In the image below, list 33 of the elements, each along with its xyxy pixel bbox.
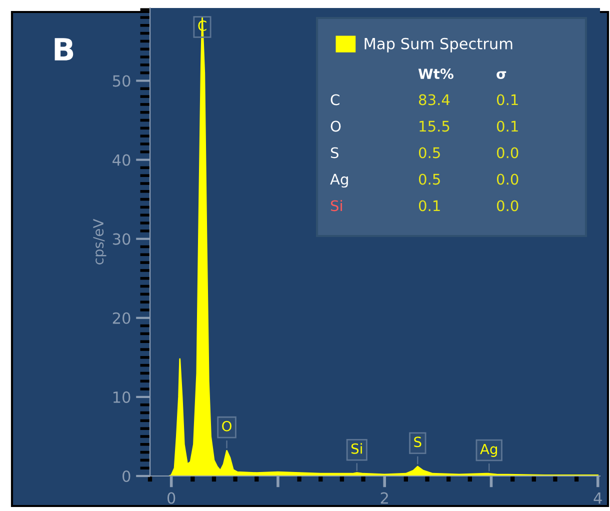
annotation: 0.0	[496, 200, 518, 212]
y-tick-label: 0	[122, 470, 130, 482]
annotation: O	[330, 120, 341, 132]
y-tick-label: 40	[112, 154, 130, 166]
y-tick-label: 20	[112, 312, 130, 324]
annotation: 15.5	[420, 120, 450, 132]
annotation: 83.4	[418, 94, 450, 106]
annotation: 0.1	[496, 94, 518, 106]
y-tick-label: 30	[112, 233, 130, 245]
y-tick-label: 10	[113, 391, 130, 403]
x-tick-label: 4	[594, 492, 602, 504]
annotation: S	[330, 147, 338, 158]
annotation: 0.5	[418, 147, 440, 158]
annotation: Wt%	[418, 68, 454, 80]
annotation: 0.1	[418, 200, 440, 212]
annotation: Si	[351, 443, 362, 454]
annotation: S	[414, 436, 422, 448]
annotation: C	[330, 94, 340, 106]
annotation: 0.0	[496, 147, 518, 158]
y-axis-title: cps/eV	[93, 218, 106, 264]
annotation: 0.1	[496, 120, 518, 132]
annotation: Si	[330, 200, 342, 212]
x-tick-label: 0	[167, 492, 176, 504]
annotation: Ag	[480, 444, 497, 457]
annotation: O	[222, 420, 232, 432]
annotation: 0.5	[418, 174, 440, 185]
annotation: Ag	[330, 174, 348, 188]
legend-label: Map Sum Spectrum	[364, 38, 512, 52]
text: B	[54, 38, 74, 60]
y-tick-label: 50	[112, 75, 130, 87]
x-tick-label: 2	[380, 492, 388, 504]
annotation: σ	[496, 71, 506, 80]
annotation: 0.0	[496, 174, 518, 185]
